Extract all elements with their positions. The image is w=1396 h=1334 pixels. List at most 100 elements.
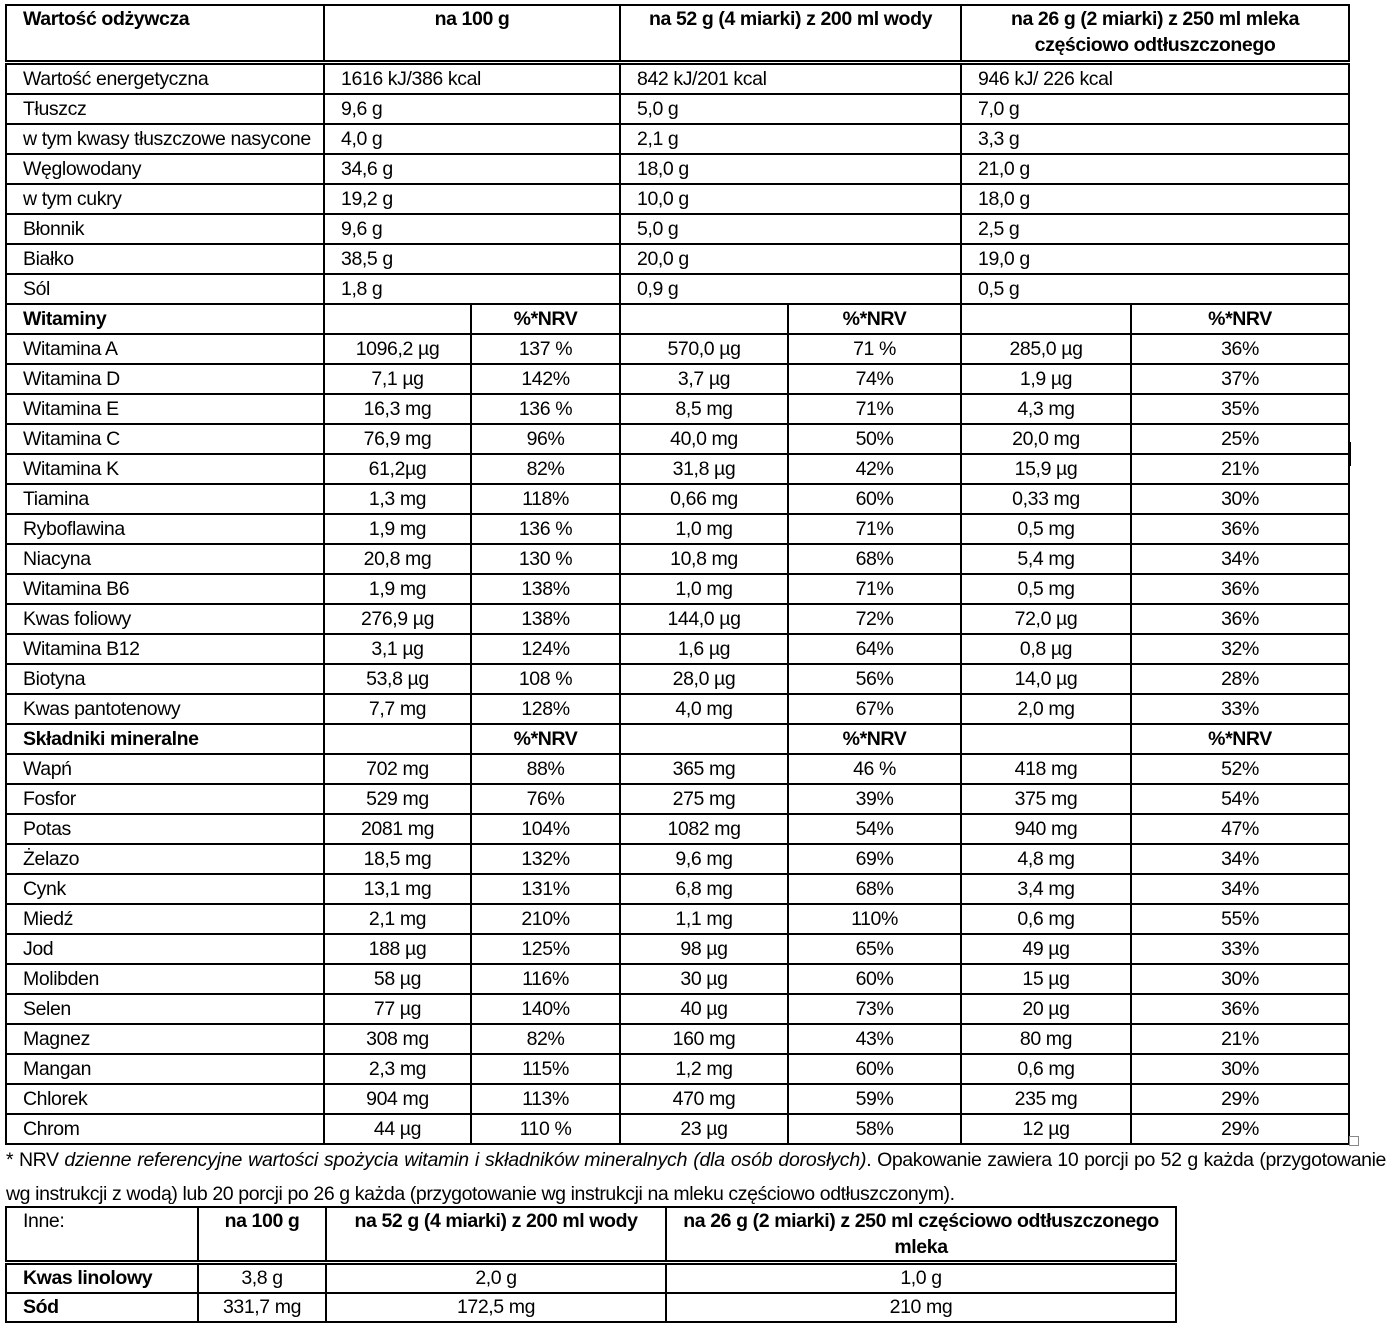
value-per-52g: 5,0 g [619,93,962,125]
nrv-per-52g: 71% [787,513,962,545]
nrv-per-52g: 68% [787,873,962,905]
amount-per-100g: 2,3 mg [323,1053,472,1085]
nrv-per-100g: 132% [470,843,621,875]
section-title: Składniki mineralne [5,723,325,755]
amount-per-100g: 7,7 mg [323,693,472,725]
value-per-52g: 0,9 g [619,273,962,305]
amount-per-52g: 8,5 mg [619,393,789,425]
footnote-nrv-definition: dzienne referencyjne wartości spożycia w… [64,1149,867,1171]
value-per-52g: 10,0 g [619,183,962,215]
amount-per-26g: 940 mg [960,813,1132,845]
empty-cell [960,723,1132,755]
amount-per-26g: 15 µg [960,963,1132,995]
amount-per-100g: 61,2µg [323,453,472,485]
table-row: Tłuszcz 9,6 g 5,0 g 7,0 g [5,93,1351,125]
nrv-per-52g: 50% [787,423,962,455]
nrv-per-52g: 42% [787,453,962,485]
nrv-per-52g: 60% [787,483,962,515]
table-row: Niacyna 20,8 mg 130 % 10,8 mg 68% 5,4 mg 34% [5,543,1351,575]
table-row: Jod 188 µg 125% 98 µg 65% 49 µg 33% [5,933,1351,965]
nutrient-label: Molibden [5,963,325,995]
amount-per-52g: 160 mg [619,1023,789,1055]
section-header-row: Witaminy %*NRV %*NRV %*NRV [5,303,1351,335]
empty-cell [619,303,789,335]
nrv-per-100g: 116% [470,963,621,995]
table-row: Witamina B6 1,9 mg 138% 1,0 mg 71% 0,5 mg 36% [5,573,1351,605]
nutrient-label: Witamina D [5,363,325,395]
nutrient-label: Mangan [5,1053,325,1085]
nrv-per-100g: 140% [470,993,621,1025]
table-row: Ryboflawina 1,9 mg 136 % 1,0 mg 71% 0,5 mg 36% [5,513,1351,545]
nutrient-label: Chrom [5,1113,325,1145]
nutrition-table: Wartość odżywcza na 100 g na 52 g (4 mia… [5,4,1351,1145]
amount-per-26g: 0,6 mg [960,903,1132,935]
nutrient-label: Kwas pantotenowy [5,693,325,725]
amount-per-26g: 0,6 mg [960,1053,1132,1085]
nrv-per-100g: 115% [470,1053,621,1085]
amount-per-100g: 904 mg [323,1083,472,1115]
header-per-100g: na 100 g [197,1206,327,1265]
table-row: Witamina C 76,9 mg 96% 40,0 mg 50% 20,0 mg 25% [5,423,1351,455]
amount-per-26g: 1,9 µg [960,363,1132,395]
value-per-100g: 9,6 g [323,213,621,245]
amount-per-100g: 20,8 mg [323,543,472,575]
nrv-per-52g: 39% [787,783,962,815]
nrv-per-100g: 138% [470,603,621,635]
amount-per-26g: 80 mg [960,1023,1132,1055]
value-per-100g: 3,8 g [197,1261,327,1294]
amount-per-26g: 418 mg [960,753,1132,785]
nrv-per-52g: 64% [787,633,962,665]
amount-per-52g: 9,6 mg [619,843,789,875]
amount-per-52g: 10,8 mg [619,543,789,575]
nrv-per-26g: 28% [1129,663,1351,695]
table-row: Mangan 2,3 mg 115% 1,2 mg 60% 0,6 mg 30% [5,1053,1351,1085]
amount-per-100g: 276,9 µg [323,603,472,635]
table-row: Sól 1,8 g 0,9 g 0,5 g [5,273,1351,305]
footnote-prefix: * NRV [6,1149,65,1171]
table-row: Potas 2081 mg 104% 1082 mg 54% 940 mg 47% [5,813,1351,845]
nrv-per-26g: 36% [1129,993,1351,1025]
amount-per-52g: 40,0 mg [619,423,789,455]
amount-per-52g: 365 mg [619,753,789,785]
amount-per-100g: 2,1 mg [323,903,472,935]
amount-per-52g: 144,0 µg [619,603,789,635]
table-resize-handle[interactable] [1349,1136,1359,1146]
nrv-per-26g: 34% [1129,543,1351,575]
nutrient-label: Wartość energetyczna [5,61,325,95]
nrv-per-26g: 47% [1129,813,1351,845]
amount-per-52g: 4,0 mg [619,693,789,725]
value-per-100g: 4,0 g [323,123,621,155]
nrv-per-52g: 60% [787,1053,962,1085]
value-per-26g: 7,0 g [959,93,1351,125]
table-row: Witamina A 1096,2 µg 137 % 570,0 µg 71 % 285,… [5,333,1351,365]
header-other: Inne: [5,1206,199,1265]
nrv-per-26g: 21% [1129,1023,1351,1055]
nrv-per-52g: 46 % [787,753,962,785]
amount-per-52g: 28,0 µg [619,663,789,695]
nrv-label: %*NRV [470,723,621,755]
nrv-per-100g: 142% [470,363,621,395]
nrv-per-26g: 29% [1129,1083,1351,1115]
nrv-per-26g: 30% [1129,963,1351,995]
nrv-per-100g: 125% [470,933,621,965]
nutrient-label: Ryboflawina [5,513,325,545]
amount-per-100g: 58 µg [323,963,472,995]
nrv-per-100g: 96% [470,423,621,455]
nrv-per-100g: 124% [470,633,621,665]
nrv-per-26g: 36% [1129,603,1351,635]
nutrient-label: Witamina E [5,393,325,425]
text-cursor [1350,442,1351,466]
nrv-per-100g: 131% [470,873,621,905]
table-row: Węglowodany 34,6 g 18,0 g 21,0 g [5,153,1351,185]
nrv-per-52g: 69% [787,843,962,875]
amount-per-52g: 1,1 mg [619,903,789,935]
amount-per-52g: 40 µg [619,993,789,1025]
nrv-per-100g: 138% [470,573,621,605]
amount-per-26g: 4,8 mg [960,843,1132,875]
value-per-100g: 1,8 g [323,273,621,305]
nrv-per-26g: 34% [1129,873,1351,905]
header-per-100g: na 100 g [323,4,621,65]
nrv-per-52g: 60% [787,963,962,995]
nrv-per-52g: 59% [787,1083,962,1115]
nrv-label: %*NRV [787,723,962,755]
